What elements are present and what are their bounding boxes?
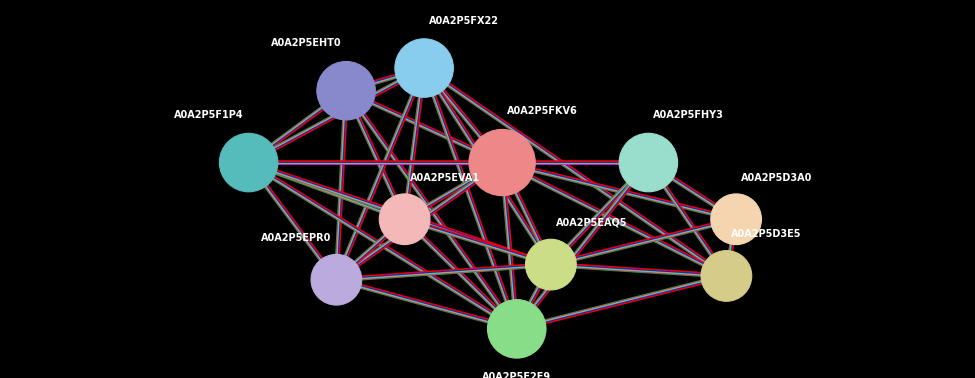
- Text: A0A2P5D3E5: A0A2P5D3E5: [731, 229, 801, 239]
- Ellipse shape: [395, 39, 453, 97]
- Ellipse shape: [701, 251, 752, 301]
- Ellipse shape: [488, 300, 546, 358]
- Text: A0A2P5FKV6: A0A2P5FKV6: [507, 106, 578, 116]
- Text: A0A2P5D3A0: A0A2P5D3A0: [741, 172, 812, 183]
- Text: A0A2P5F1P4: A0A2P5F1P4: [175, 110, 244, 120]
- Text: A0A2P5EHT0: A0A2P5EHT0: [271, 38, 341, 48]
- Ellipse shape: [619, 133, 678, 192]
- Text: A0A2P5EAQ5: A0A2P5EAQ5: [556, 218, 627, 228]
- Ellipse shape: [219, 133, 278, 192]
- Text: A0A2P5FHY3: A0A2P5FHY3: [653, 110, 724, 120]
- Ellipse shape: [379, 194, 430, 245]
- Text: A0A2P5F2E9: A0A2P5F2E9: [483, 372, 551, 378]
- Text: A0A2P5FX22: A0A2P5FX22: [429, 15, 499, 26]
- Ellipse shape: [711, 194, 761, 245]
- Ellipse shape: [526, 239, 576, 290]
- Ellipse shape: [317, 62, 375, 120]
- Text: A0A2P5EPR0: A0A2P5EPR0: [261, 233, 332, 243]
- Text: A0A2P5EVA1: A0A2P5EVA1: [410, 172, 480, 183]
- Ellipse shape: [469, 129, 535, 196]
- Ellipse shape: [311, 254, 362, 305]
